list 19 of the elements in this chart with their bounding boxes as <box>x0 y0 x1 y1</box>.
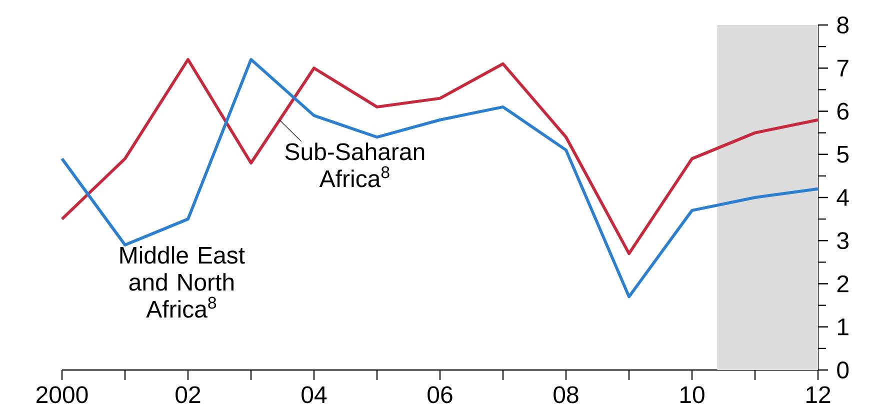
x-tick-label: 02 <box>176 386 200 404</box>
x-tick-label: 12 <box>806 386 830 403</box>
y-tick-label: 8 <box>837 16 849 34</box>
series-label: Sub-Saharan Africa$^{8}$ <box>285 142 424 188</box>
y-tick-label: 7 <box>837 60 848 76</box>
x-tick-label: 10 <box>680 386 704 404</box>
x-tick-label: 08 <box>554 386 578 404</box>
y-tick-label: 1 <box>838 318 848 336</box>
y-tick-label: 5 <box>837 146 849 163</box>
y-tick-label: 4 <box>836 189 849 206</box>
x-tick-label: 2000 <box>36 386 88 404</box>
line-series <box>60 58 820 298</box>
series-label: Middle East and North Africa$^{8}$ <box>120 246 245 318</box>
x-tick-label: 06 <box>428 386 452 404</box>
x-tick-label: 04 <box>302 386 327 404</box>
y-tick-label: 3 <box>837 232 848 250</box>
y-tick-label: 6 <box>837 102 848 120</box>
y-tick-label: 2 <box>837 275 848 292</box>
y-tick-label: 0 <box>837 361 849 378</box>
